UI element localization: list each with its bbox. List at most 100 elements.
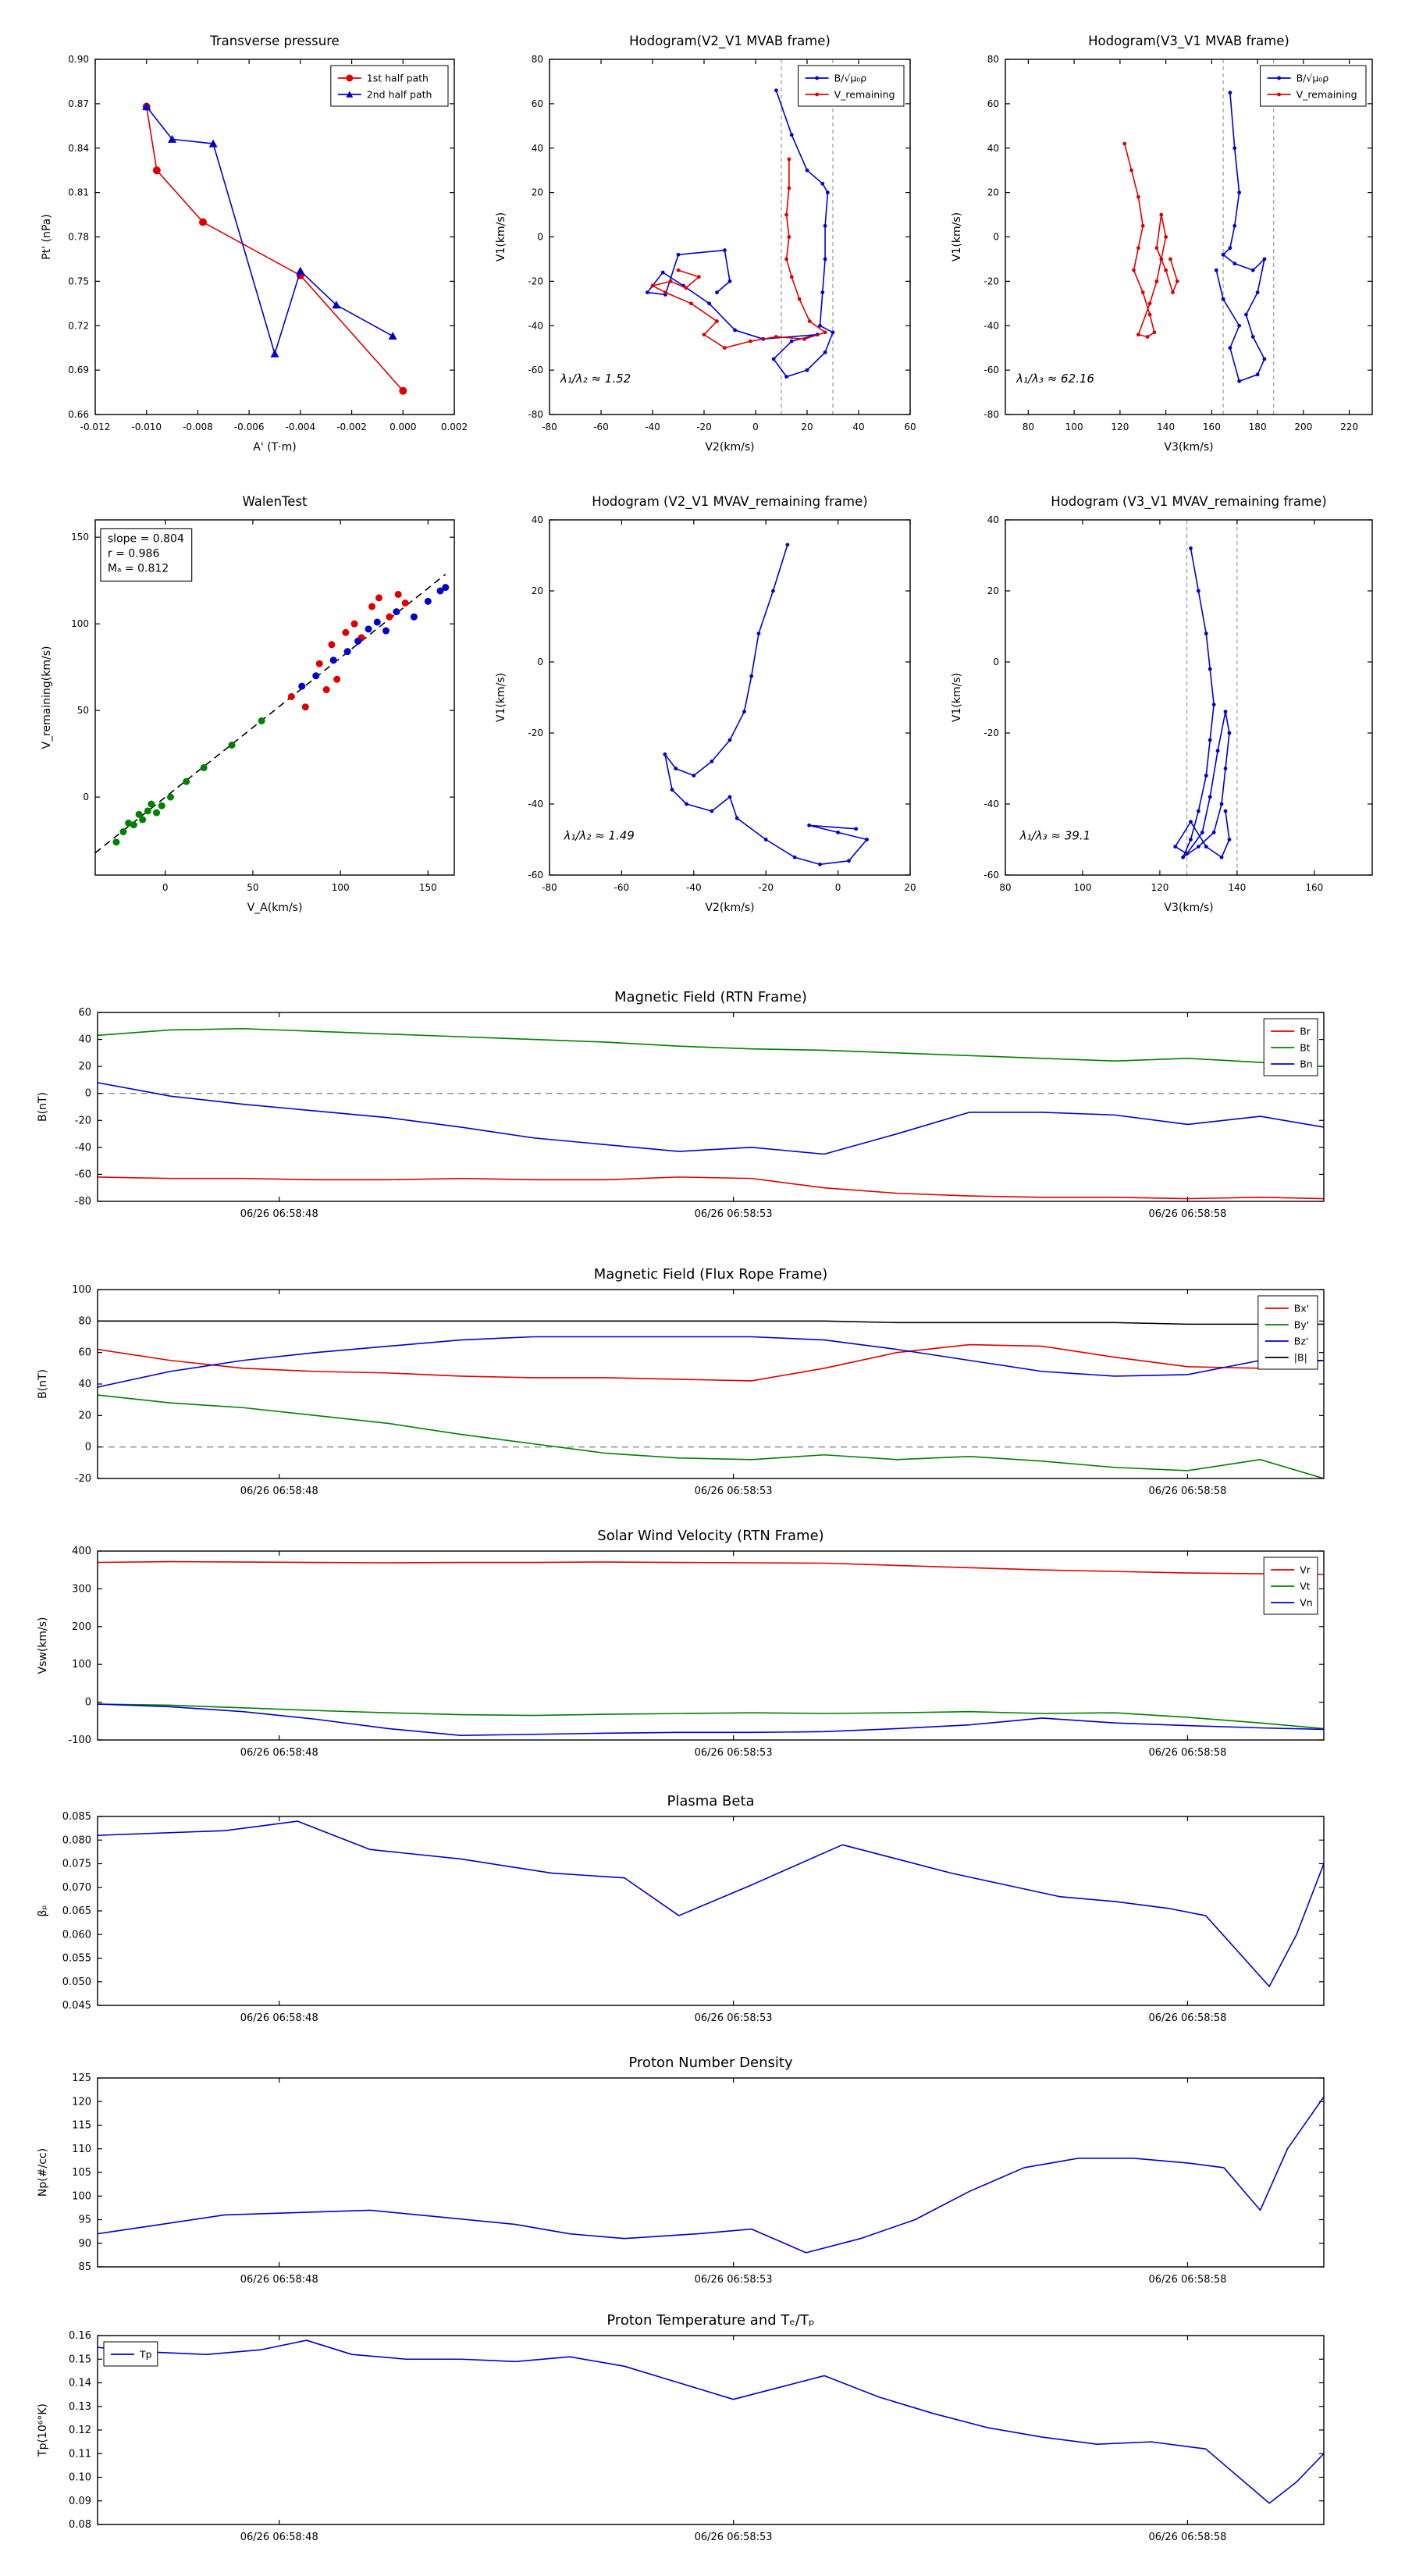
svg-text:0.070: 0.070 — [62, 1882, 91, 1894]
svg-text:20: 20 — [78, 1410, 91, 1421]
svg-text:Bz': Bz' — [1294, 1336, 1309, 1347]
svg-text:20: 20 — [987, 585, 999, 596]
svg-text:100: 100 — [71, 618, 89, 629]
svg-text:Proton Number Density: Proton Number Density — [628, 2055, 793, 2071]
svg-text:0.08: 0.08 — [69, 2519, 91, 2531]
svg-text:0: 0 — [835, 882, 841, 893]
svg-text:06/26 06:58:53: 06/26 06:58:53 — [695, 1747, 773, 1759]
svg-text:Proton Temperature and Tₑ/Tₚ: Proton Temperature and Tₑ/Tₚ — [606, 2312, 814, 2329]
svg-text:100: 100 — [72, 2190, 91, 2202]
svg-text:0: 0 — [993, 232, 999, 243]
svg-text:60: 60 — [904, 422, 916, 432]
svg-text:105: 105 — [72, 2167, 91, 2179]
svg-text:0: 0 — [85, 1697, 91, 1709]
svg-text:1st half path: 1st half path — [367, 73, 429, 84]
svg-text:Hodogram(V3_V1 MVAB frame): Hodogram(V3_V1 MVAB frame) — [1088, 34, 1289, 49]
chart-solar-wind-velocity: 06/26 06:58:48 06/26 06:58:53 06/26 06:58:… — [23, 1518, 1335, 1776]
svg-text:0: 0 — [993, 656, 999, 667]
chart-walen-test: 0 50 100 150 0 50 100 150 WalenTest V_A(km/s) V_re… — [31, 482, 468, 923]
svg-text:140: 140 — [1157, 422, 1175, 432]
svg-text:95: 95 — [78, 2215, 91, 2226]
svg-text:100: 100 — [72, 1659, 91, 1670]
svg-text:0.045: 0.045 — [62, 2000, 91, 2012]
svg-text:90: 90 — [78, 2238, 91, 2250]
svg-text:0.050: 0.050 — [62, 1976, 91, 1988]
svg-text:115: 115 — [72, 2120, 91, 2132]
svg-text:0.15: 0.15 — [69, 2354, 91, 2365]
svg-text:V_remaining: V_remaining — [1297, 89, 1357, 101]
svg-text:Vn: Vn — [1300, 1597, 1312, 1609]
svg-text:V1(km/s): V1(km/s) — [951, 212, 963, 262]
svg-text:-20: -20 — [696, 422, 712, 432]
svg-text:V3(km/s): V3(km/s) — [1164, 902, 1213, 914]
svg-text:λ₁/λ₂ ≈ 1.49: λ₁/λ₂ ≈ 1.49 — [563, 829, 634, 843]
svg-text:20: 20 — [904, 882, 916, 893]
svg-text:180: 180 — [1249, 422, 1267, 432]
svg-text:100: 100 — [332, 882, 350, 893]
svg-text:0.90: 0.90 — [68, 54, 89, 65]
chart-hodogram-v2v1-mvab: -80 -60 -40 -20 0 20 40 60 -80 -60 -40 -20 0 20 40 60 80… — [486, 22, 924, 463]
svg-text:-60: -60 — [614, 882, 630, 893]
svg-text:0.13: 0.13 — [69, 2401, 91, 2413]
svg-text:B(nT): B(nT) — [37, 1369, 49, 1399]
chart-magnetic-field-rtn: 06/26 06:58:48 06/26 06:58:53 06/26 06:58:… — [23, 980, 1335, 1237]
svg-text:0.065: 0.065 — [62, 1905, 91, 1917]
svg-text:-40: -40 — [984, 799, 999, 809]
svg-text:V2(km/s): V2(km/s) — [705, 441, 754, 454]
svg-text:-40: -40 — [686, 882, 702, 893]
svg-text:40: 40 — [852, 422, 864, 432]
svg-text:40: 40 — [532, 143, 543, 154]
svg-text:-0.008: -0.008 — [183, 422, 213, 432]
svg-text:Tp: Tp — [139, 2349, 152, 2361]
svg-text:06/26 06:58:48: 06/26 06:58:48 — [240, 1747, 318, 1759]
svg-text:V3(km/s): V3(km/s) — [1164, 441, 1213, 454]
svg-text:40: 40 — [78, 1379, 91, 1390]
svg-text:-100: -100 — [68, 1735, 91, 1746]
chart-proton-temperature: 06/26 06:58:48 06/26 06:58:53 06/26 06:58:… — [23, 2303, 1335, 2560]
svg-text:140: 140 — [1228, 882, 1246, 893]
svg-text:06/26 06:58:58: 06/26 06:58:58 — [1148, 2532, 1226, 2543]
svg-text:0.060: 0.060 — [62, 1929, 91, 1941]
svg-text:Transverse pressure: Transverse pressure — [209, 34, 340, 48]
svg-text:B/√μ₀ρ: B/√μ₀ρ — [1297, 73, 1329, 84]
svg-text:-60: -60 — [984, 365, 999, 375]
svg-text:50: 50 — [247, 882, 258, 893]
svg-text:-40: -40 — [528, 799, 543, 809]
svg-text:100: 100 — [1065, 422, 1083, 432]
chart-hodogram-v2v1-mvav: -80 -60 -40 -20 0 20 -60 -40 -20 0 20 40 Hodogram (V… — [486, 482, 924, 923]
svg-text:06/26 06:58:53: 06/26 06:58:53 — [695, 1485, 773, 1497]
svg-text:06/26 06:58:58: 06/26 06:58:58 — [1148, 1208, 1226, 1220]
svg-text:40: 40 — [78, 1034, 91, 1046]
svg-text:85: 85 — [78, 2261, 91, 2273]
svg-text:06/26 06:58:48: 06/26 06:58:48 — [240, 1208, 318, 1220]
svg-text:06/26 06:58:58: 06/26 06:58:58 — [1148, 1747, 1226, 1759]
svg-text:300: 300 — [72, 1583, 91, 1595]
svg-text:-0.012: -0.012 — [80, 422, 111, 432]
svg-text:0.055: 0.055 — [62, 1953, 91, 1965]
svg-text:0.69: 0.69 — [68, 365, 89, 375]
svg-text:0.080: 0.080 — [62, 1834, 91, 1846]
svg-text:-0.004: -0.004 — [286, 422, 316, 432]
svg-text:0.72: 0.72 — [68, 320, 89, 331]
svg-text:20: 20 — [532, 585, 543, 596]
svg-text:0: 0 — [85, 1088, 91, 1100]
chart-transverse-pressure: -0.012 -0.010 -0.008 -0.006 -0.004 -0.002 0.00… — [31, 22, 468, 463]
svg-text:2nd half path: 2nd half path — [367, 89, 432, 101]
svg-text:λ₁/λ₃ ≈ 62.16: λ₁/λ₃ ≈ 62.16 — [1016, 372, 1094, 386]
svg-text:A' (T·m): A' (T·m) — [253, 441, 296, 454]
svg-text:06/26 06:58:53: 06/26 06:58:53 — [695, 1208, 773, 1220]
svg-text:V1(km/s): V1(km/s) — [495, 673, 507, 722]
svg-text:220: 220 — [1340, 422, 1358, 432]
svg-text:06/26 06:58:58: 06/26 06:58:58 — [1148, 2012, 1226, 2024]
svg-text:λ₁/λ₃ ≈ 39.1: λ₁/λ₃ ≈ 39.1 — [1019, 829, 1090, 843]
svg-text:r = 0.986: r = 0.986 — [108, 547, 160, 560]
svg-text:06/26 06:58:53: 06/26 06:58:53 — [695, 2274, 773, 2286]
svg-text:0: 0 — [85, 1442, 91, 1453]
svg-text:V2(km/s): V2(km/s) — [705, 902, 754, 914]
svg-text:400: 400 — [72, 1546, 91, 1557]
svg-text:-0.010: -0.010 — [131, 422, 162, 432]
svg-text:80: 80 — [532, 54, 543, 65]
svg-text:-80: -80 — [542, 422, 557, 432]
svg-text:06/26 06:58:58: 06/26 06:58:58 — [1148, 2274, 1226, 2286]
